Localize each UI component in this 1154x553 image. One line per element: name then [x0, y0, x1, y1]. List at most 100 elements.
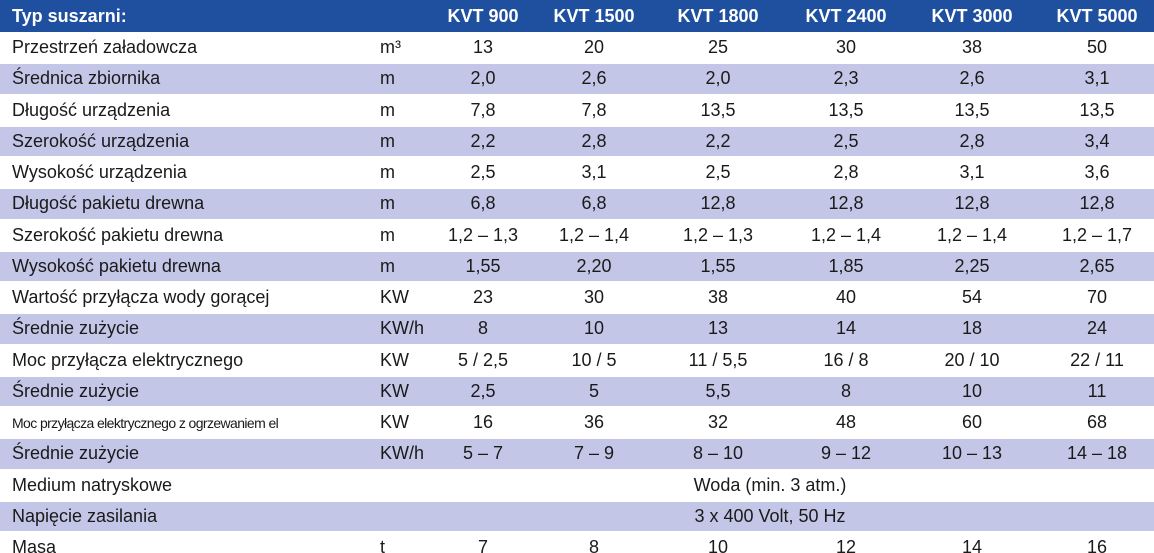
row-label: Wysokość urządzenia	[12, 162, 187, 183]
row-unit: m	[380, 99, 395, 120]
cell-value: 2,0	[470, 68, 496, 89]
cell-value: 20 / 10	[944, 349, 1000, 370]
cell-value: 2,5	[833, 130, 859, 151]
cell-value: 2,6	[959, 68, 985, 89]
cell-value: 7 – 9	[573, 443, 615, 464]
cell-value: 1,2 – 1,4	[558, 224, 630, 245]
cell-value: 3,1	[959, 162, 985, 183]
table-row: Szerokość pakietu drewna m 1,2 – 1,3 1,2 – …	[0, 220, 1154, 251]
row-value: Woda (min. 3 atm.)	[693, 474, 847, 495]
cell-value: 1,2 – 1,4	[936, 224, 1008, 245]
cell-value: 16	[1086, 537, 1108, 553]
table-row: Medium natryskowe Woda (min. 3 atm.)	[0, 470, 1154, 501]
cell-value: 13,5	[828, 99, 864, 120]
row-label: Moc przyłącza elektrycznego z ogrzewanie…	[12, 414, 279, 431]
cell-value: 12,8	[700, 193, 736, 214]
cell-value: 10	[583, 318, 605, 339]
table-row: Moc przyłącza elektrycznego z ogrzewanie…	[0, 407, 1154, 438]
cell-value: 1,85	[828, 255, 864, 276]
row-unit: m	[380, 224, 395, 245]
cell-value: 1,55	[700, 255, 736, 276]
cell-value: 13	[707, 318, 729, 339]
cell-value: 2,8	[833, 162, 859, 183]
header-row: Typ suszarni: KVT 900 KVT 1500 KVT 1800 KVT …	[0, 0, 1154, 32]
row-label: Szerokość pakietu drewna	[12, 224, 224, 245]
cell-value: 14 – 18	[1066, 443, 1128, 464]
table-row: Wysokość urządzenia m 2,5 3,1 2,5 2,8 3,1 3,6	[0, 157, 1154, 188]
cell-value: 18	[961, 318, 983, 339]
cell-value: 5,5	[705, 380, 731, 401]
row-unit: KW	[380, 287, 409, 308]
row-unit: m	[380, 193, 395, 214]
cell-value: 16 / 8	[823, 349, 869, 370]
row-label: Średnica zbiornika	[12, 68, 161, 89]
row-unit: KW	[380, 412, 409, 433]
cell-value: 3,6	[1084, 162, 1110, 183]
row-label: Medium natryskowe	[12, 474, 173, 495]
table-row: Napięcie zasilania 3 x 400 Volt, 50 Hz	[0, 500, 1154, 532]
row-label: Moc przyłącza elektrycznego	[12, 349, 244, 370]
cell-value: 23	[472, 287, 494, 308]
table-row: Moc przyłącza elektrycznego KW 5 / 2,5 10 /…	[0, 345, 1154, 376]
cell-value: 2,5	[705, 162, 731, 183]
cell-value: 2,6	[581, 68, 607, 89]
cell-value: 8 – 10	[692, 443, 744, 464]
row-label: Wartość przyłącza wody gorącej	[12, 287, 270, 308]
column-header: KVT 5000	[1056, 5, 1138, 26]
table-row: Średnie zużycie KW/h 8 10 13 14 18 24	[0, 313, 1154, 345]
header-label: Typ suszarni:	[12, 5, 127, 26]
row-unit: KW	[380, 349, 409, 370]
cell-value: 2,8	[581, 130, 607, 151]
cell-value: 1,55	[465, 255, 501, 276]
cell-value: 13,5	[700, 99, 736, 120]
cell-value: 3,4	[1084, 130, 1110, 151]
cell-value: 38	[961, 37, 983, 58]
cell-value: 2,8	[959, 130, 985, 151]
cell-value: 2,2	[470, 130, 496, 151]
cell-value: 6,8	[470, 193, 496, 214]
table-row: Długość pakietu drewna m 6,8 6,8 12,8 12,8 12,…	[0, 188, 1154, 220]
cell-value: 7,8	[581, 99, 607, 120]
cell-value: 68	[1086, 412, 1108, 433]
cell-value: 12,8	[954, 193, 990, 214]
cell-value: 12	[835, 537, 857, 553]
cell-value: 1,2 – 1,3	[447, 224, 519, 245]
row-unit: t	[380, 537, 386, 553]
cell-value: 3,1	[581, 162, 607, 183]
cell-value: 6,8	[581, 193, 607, 214]
cell-value: 10	[961, 380, 983, 401]
cell-value: 38	[707, 287, 729, 308]
cell-value: 25	[707, 37, 729, 58]
row-label: Średnie zużycie	[12, 380, 140, 401]
row-value: 3 x 400 Volt, 50 Hz	[694, 505, 846, 526]
cell-value: 12,8	[1079, 193, 1115, 214]
table-row: Długość urządzenia m 7,8 7,8 13,5 13,5 13,5 13,…	[0, 95, 1154, 126]
table-row: Średnie zużycie KW/h 5 – 7 7 – 9 8 – 10 9 – 1…	[0, 438, 1154, 470]
row-unit: KW/h	[380, 443, 425, 464]
cell-value: 1,2 – 1,4	[810, 224, 882, 245]
row-unit: m	[380, 255, 395, 276]
cell-value: 54	[961, 287, 983, 308]
cell-value: 9 – 12	[820, 443, 872, 464]
cell-value: 10	[707, 537, 729, 553]
row-unit: KW/h	[380, 318, 425, 339]
cell-value: 2,2	[705, 130, 731, 151]
cell-value: 32	[707, 412, 729, 433]
cell-value: 2,5	[470, 380, 496, 401]
cell-value: 14	[835, 318, 857, 339]
table-row: Średnica zbiornika m 2,0 2,6 2,0 2,3 2,6 3,1	[0, 63, 1154, 95]
row-unit: m	[380, 68, 395, 89]
cell-value: 13	[472, 37, 494, 58]
cell-value: 7	[477, 537, 488, 553]
row-label: Szerokość urządzenia	[12, 130, 190, 151]
cell-value: 2,3	[833, 68, 859, 89]
cell-value: 10 / 5	[571, 349, 617, 370]
column-header: KVT 900	[447, 5, 519, 26]
table-row: Średnie zużycie KW 2,5 5 5,5 8 10 11	[0, 375, 1154, 407]
table-row: Wysokość pakietu drewna m 1,55 2,20 1,55 1,85…	[0, 250, 1154, 282]
row-label: Masa	[12, 537, 57, 553]
cell-value: 2,65	[1079, 255, 1115, 276]
cell-value: 50	[1086, 37, 1108, 58]
